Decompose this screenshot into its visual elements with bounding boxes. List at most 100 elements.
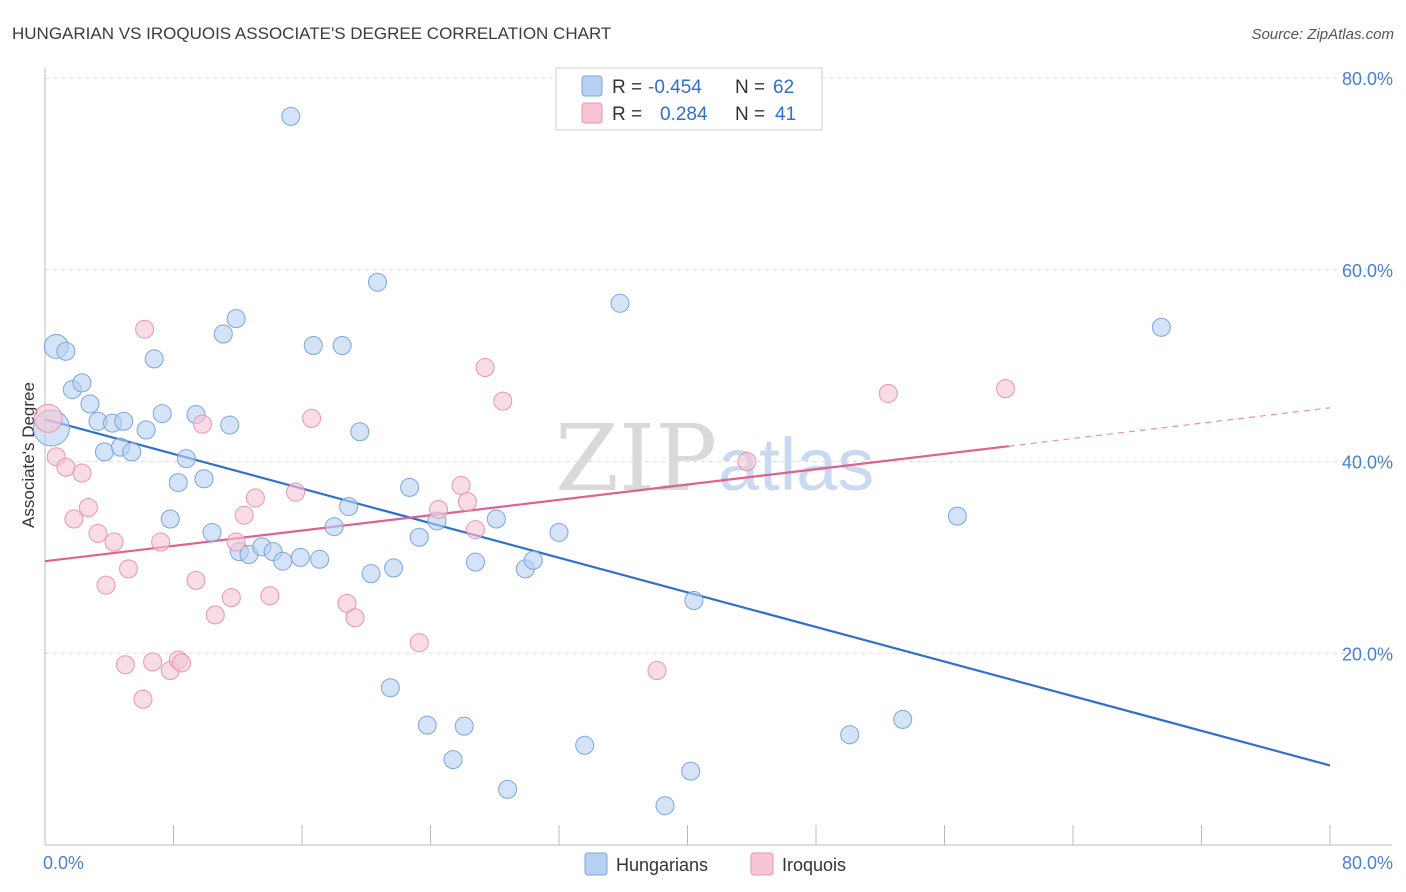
point-iroquois [457, 492, 477, 512]
stats-legend: R = -0.454 N = 62 R = 0.284 N = 41 [555, 67, 823, 131]
point-hungarians [168, 473, 188, 493]
point-hungarians [136, 420, 156, 440]
point-iroquois [345, 608, 365, 628]
point-iroquois [647, 661, 667, 681]
point-hungarians [144, 349, 164, 369]
y-tick-label: 20.0% [1342, 644, 1393, 664]
point-hungarians [684, 591, 704, 611]
chart-title: HUNGARIAN VS IROQUOIS ASSOCIATE'S DEGREE… [12, 24, 611, 43]
chart-source: Source: ZipAtlas.com [1251, 26, 1394, 43]
point-hungarians [324, 517, 344, 537]
point-iroquois [465, 520, 485, 540]
point-hungarians [160, 509, 180, 529]
point-hungarians [400, 477, 420, 497]
point-hungarians [122, 442, 142, 462]
point-hungarians [380, 678, 400, 698]
point-hungarians [549, 522, 569, 542]
point-iroquois [119, 559, 139, 579]
point-hungarians [310, 549, 330, 569]
point-iroquois [221, 588, 241, 608]
x-tick-label: 80.0% [1342, 853, 1393, 873]
point-hungarians [575, 735, 595, 755]
point-iroquois [143, 652, 163, 672]
legend-n-value-2: 41 [775, 104, 796, 125]
point-iroquois [245, 488, 265, 508]
trend-line-hungarians [44, 418, 1331, 767]
legend-r-label-2: R = [612, 104, 642, 125]
point-iroquois [475, 358, 495, 378]
point-iroquois [33, 403, 63, 433]
point-hungarians [498, 779, 518, 799]
point-hungarians [194, 469, 214, 489]
series-iroquois [33, 319, 1016, 709]
point-hungarians [840, 725, 860, 745]
point-iroquois [996, 379, 1016, 399]
point-hungarians [443, 750, 463, 770]
point-iroquois [337, 593, 357, 613]
point-hungarians [226, 309, 246, 329]
series-legend-swatch-hungarians [584, 852, 608, 876]
legend-swatch-iroquois [581, 102, 603, 124]
point-iroquois [72, 463, 92, 483]
point-hungarians [202, 522, 222, 542]
watermark: ZIP atlas [555, 405, 874, 512]
data-points [32, 106, 1171, 816]
legend-swatch-hungarians [581, 75, 603, 97]
point-hungarians [273, 551, 293, 571]
point-hungarians [417, 715, 437, 735]
point-iroquois [192, 414, 212, 434]
y-tick-label: 80.0% [1342, 69, 1393, 89]
point-hungarians [290, 547, 310, 567]
point-hungarians [409, 527, 429, 547]
grid-lines [45, 77, 1392, 654]
trend-line-iroquois [44, 445, 1009, 563]
point-iroquois [104, 532, 124, 552]
point-iroquois [409, 633, 429, 653]
point-iroquois [78, 498, 98, 518]
legend-r-value-2: 0.284 [660, 104, 708, 125]
point-hungarians [947, 506, 967, 526]
point-hungarians [72, 373, 92, 393]
point-hungarians [893, 709, 913, 729]
legend-n-value-1: 62 [773, 77, 794, 98]
point-iroquois [451, 475, 471, 495]
point-hungarians [384, 558, 404, 578]
point-hungarians [332, 335, 352, 355]
point-hungarians [361, 564, 381, 584]
watermark-zip: ZIP [555, 405, 717, 512]
point-hungarians [152, 404, 172, 424]
point-iroquois [302, 408, 322, 428]
point-iroquois [64, 509, 84, 529]
point-iroquois [133, 689, 153, 709]
point-iroquois [429, 499, 449, 519]
point-hungarians [213, 324, 233, 344]
tick-labels: 20.0% 40.0% 60.0% 80.0% 0.0% 80.0% [43, 69, 1393, 873]
point-hungarians [465, 552, 485, 572]
y-axis-label: Associate's Degree [19, 382, 38, 528]
point-hungarians [655, 796, 675, 816]
series-hungarians [32, 106, 1171, 816]
point-hungarians [454, 716, 474, 736]
point-hungarians [339, 497, 359, 517]
series-legend-label-hungarians: Hungarians [616, 855, 708, 875]
point-iroquois [151, 532, 171, 552]
point-hungarians [281, 106, 301, 126]
point-iroquois [226, 532, 246, 552]
legend-r-value-1: -0.454 [648, 77, 702, 98]
point-hungarians [367, 272, 387, 292]
point-iroquois [172, 653, 192, 673]
point-hungarians [176, 449, 196, 469]
point-iroquois [234, 505, 254, 525]
point-iroquois [286, 482, 306, 502]
point-iroquois [878, 383, 898, 403]
point-hungarians [56, 341, 76, 361]
series-legend-label-iroquois: Iroquois [782, 855, 846, 875]
legend-n-label-1: N = [735, 77, 765, 98]
point-iroquois [56, 457, 76, 477]
series-legend-swatch-iroquois [750, 852, 774, 876]
point-iroquois [737, 452, 757, 471]
trend-lines [44, 407, 1331, 767]
point-iroquois [493, 391, 513, 411]
point-iroquois [115, 655, 135, 675]
